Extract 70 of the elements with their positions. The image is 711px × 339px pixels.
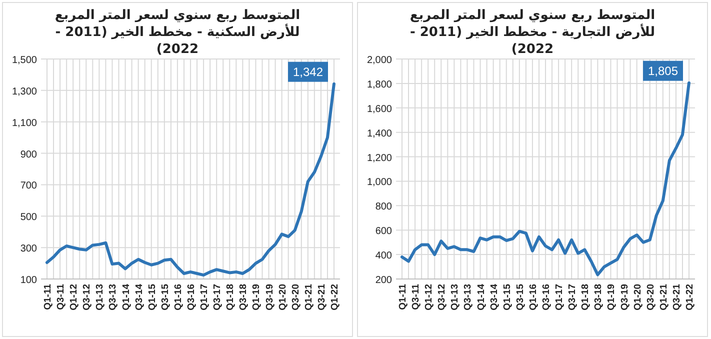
x-tick-label: Q3-15 xyxy=(514,283,526,310)
x-tick-label: Q1-13 xyxy=(450,284,461,310)
x-tick-label: Q3-19 xyxy=(264,284,276,310)
x-tick-label: Q1-20 xyxy=(632,284,644,310)
x-tick-label: Q3-17 xyxy=(567,284,578,310)
x-tick-label: Q1-11 xyxy=(42,283,54,310)
y-tick-label: 1,300 xyxy=(12,86,38,98)
y-tick-label: 1,200 xyxy=(366,152,392,164)
x-tick-label: Q1-11 xyxy=(398,283,408,310)
x-tick-label: Q3-15 xyxy=(160,283,171,310)
y-tick-label: 100 xyxy=(20,275,38,286)
x-tick-label: Q1-19 xyxy=(606,284,618,310)
line-series xyxy=(46,82,336,277)
y-tick-label: 700 xyxy=(20,180,38,192)
x-tick-label: Q1-12 xyxy=(424,284,435,310)
x-tick-label: Q3-17 xyxy=(212,284,224,310)
x-tick-label: Q3-12 xyxy=(82,284,93,310)
x-tick-label: Q3-14 xyxy=(134,283,145,310)
x-tick-label: Q3-13 xyxy=(108,284,119,310)
x-tick-label: Q3-20 xyxy=(290,284,302,310)
x-tick-label: Q1-22 xyxy=(330,284,340,310)
x-tick-label: Q3-13 xyxy=(462,284,474,310)
x-tick-label: Q3-16 xyxy=(186,284,197,310)
x-tick-label: Q1-17 xyxy=(199,284,210,310)
x-tick-label: Q3-11 xyxy=(56,283,67,310)
y-tick-label: 400 xyxy=(375,250,392,262)
y-tick-label: 600 xyxy=(375,226,392,238)
chart-title: المتوسط ربع سنوي لسعر المتر المربع للأرض التجارية - مخطط الخير (2011 - 2022) xyxy=(408,7,656,57)
x-tick-label: Q1-15 xyxy=(502,283,513,310)
data-label: 1,342 xyxy=(292,64,324,79)
x-tick-label: Q1-12 xyxy=(68,284,80,310)
x-tick-label: Q3-21 xyxy=(316,283,328,310)
x-tick-label: Q3-21 xyxy=(671,283,682,310)
x-tick-label: Q3-18 xyxy=(593,284,604,310)
y-tick-label: 1,600 xyxy=(366,104,392,115)
chart-title: المتوسط ربع سنوي لسعر المتر المربع للأرض السكنية - مخطط الخير (2011 - 2022) xyxy=(54,7,302,57)
x-tick-label: Q3-11 xyxy=(410,283,422,310)
x-tick-label: Q1-19 xyxy=(251,284,262,310)
y-tick-label: 900 xyxy=(20,149,38,160)
x-tick-label: Q3-20 xyxy=(645,284,656,310)
x-tick-label: Q1-18 xyxy=(580,284,592,310)
y-tick-label: 300 xyxy=(20,244,38,255)
x-tick-label: Q1-16 xyxy=(528,284,539,310)
x-tick-label: Q1-15 xyxy=(146,283,158,310)
x-tick-label: Q1-16 xyxy=(172,284,184,310)
x-tick-label: Q1-17 xyxy=(554,284,566,310)
data-label: 1,805 xyxy=(648,64,678,78)
x-tick-label: Q1-18 xyxy=(225,284,236,310)
x-tick-label: Q3-12 xyxy=(436,284,448,310)
y-tick-label: 2,000 xyxy=(366,55,392,66)
x-tick-label: Q1-21 xyxy=(303,283,314,310)
x-tick-label: Q1-13 xyxy=(94,284,106,310)
y-tick-label: 1,000 xyxy=(366,177,392,188)
x-tick-label: Q3-19 xyxy=(619,284,630,310)
y-tick-label: 1,400 xyxy=(366,128,392,140)
y-tick-label: 800 xyxy=(375,202,392,213)
x-tick-label: Q1-21 xyxy=(658,283,670,310)
line-series xyxy=(400,81,690,276)
x-tick-label: Q1-14 xyxy=(476,283,487,310)
y-tick-label: 1,500 xyxy=(12,55,38,66)
x-tick-label: Q1-22 xyxy=(684,284,696,310)
x-tick-label: Q1-20 xyxy=(277,284,288,310)
y-tick-label: 1,100 xyxy=(12,118,38,129)
x-tick-label: Q3-14 xyxy=(488,283,500,310)
y-tick-label: 500 xyxy=(20,212,38,224)
x-tick-label: Q1-14 xyxy=(120,283,132,310)
y-tick-label: 1,800 xyxy=(366,79,392,90)
y-tick-label: 200 xyxy=(375,275,392,286)
x-tick-label: Q3-16 xyxy=(541,284,552,310)
x-tick-label: Q3-18 xyxy=(238,284,250,310)
